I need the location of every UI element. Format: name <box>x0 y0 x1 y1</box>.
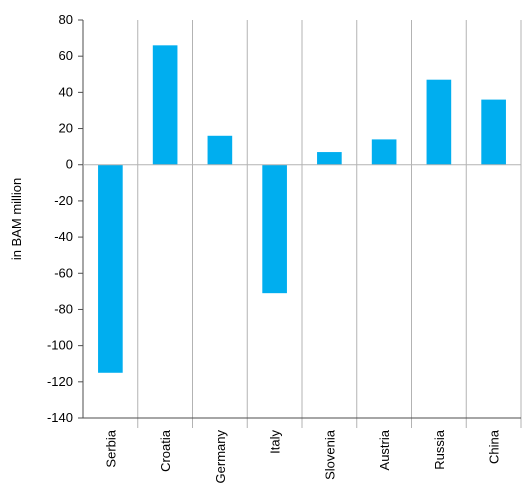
y-tick-label: 20 <box>59 121 73 136</box>
y-tick-label: 40 <box>59 84 73 99</box>
y-tick-label: -80 <box>54 301 73 316</box>
y-tick-label: -60 <box>54 265 73 280</box>
x-tick-labels: Serbia Croatia Germany Italy Slovenia Austria… <box>103 429 501 483</box>
x-tick-label: China <box>487 429 502 464</box>
bar-serbia <box>98 164 123 373</box>
y-axis-label: in BAM million <box>9 178 24 260</box>
bar-germany <box>207 135 233 165</box>
y-tick-label: 60 <box>59 48 73 63</box>
bar-china <box>481 99 506 165</box>
y-tick-label: 0 <box>66 157 73 172</box>
grid <box>137 20 522 428</box>
y-tick-labels: 80 60 40 20 0 -20 -40 -60 -80 -100 -120 -140 <box>47 12 73 425</box>
x-tick-label: Russia <box>432 429 447 470</box>
y-tick-label: -20 <box>54 193 73 208</box>
y-tick-label: -40 <box>54 229 73 244</box>
bar-croatia <box>152 45 178 165</box>
x-tick-label: Slovenia <box>322 429 337 480</box>
x-tick-label: Italy <box>268 430 283 454</box>
x-tick-label: Croatia <box>158 429 173 472</box>
bar-russia <box>426 79 452 165</box>
x-tick-label: Serbia <box>103 429 118 467</box>
y-tick-label: -100 <box>47 338 73 353</box>
x-tick-label: Austria <box>377 429 392 470</box>
bar-austria <box>371 139 397 165</box>
axes <box>78 19 521 419</box>
y-tick-label: 80 <box>59 12 73 27</box>
y-tick-label: -140 <box>47 410 73 425</box>
x-tick-label: Germany <box>213 430 228 484</box>
bar-slovenia <box>317 152 342 165</box>
y-tick-label: -120 <box>47 374 73 389</box>
bar-italy <box>262 164 287 294</box>
bars <box>98 45 506 373</box>
